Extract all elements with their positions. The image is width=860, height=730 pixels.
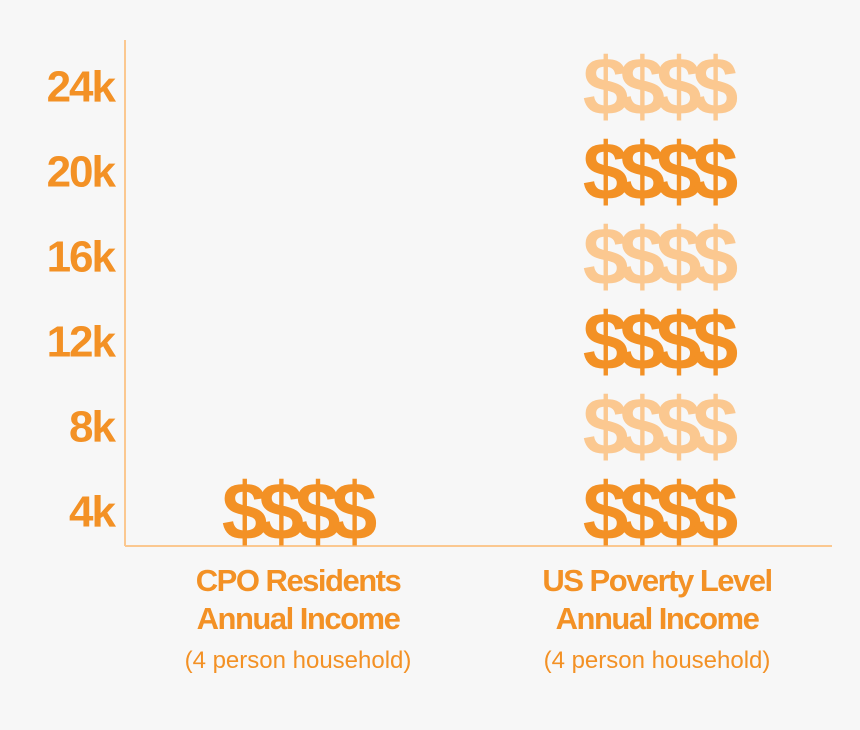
y-tick-label: 4k	[69, 488, 116, 537]
category-subtitle-cpo-residents: (4 person household)	[184, 647, 412, 674]
y-tick-label: 24k	[47, 63, 117, 112]
bar-dollar-row: $$$$	[583, 127, 738, 218]
y-tick-label: 20k	[47, 148, 117, 197]
pictogram-bars: $$$$ $$$$$$$$$$$$$$$$$$$$$$$$	[222, 42, 747, 558]
y-tick-label: 16k	[47, 233, 117, 282]
category-label-line: CPO Residents Annual Income	[195, 563, 402, 636]
bar-dollar-row: $$$$	[583, 297, 738, 388]
bar-dollar-row: $$$$	[583, 467, 738, 558]
category-label-us-poverty-level: US Poverty Level Annual Income	[507, 562, 807, 638]
y-tick-label: 8k	[69, 403, 116, 452]
y-tick-label: 12k	[47, 318, 117, 367]
category-label-cpo-residents: CPO Residents Annual Income	[148, 562, 448, 638]
category-subtitle-us-poverty-level: (4 person household)	[543, 647, 771, 674]
y-tick-labels: 4k 8k 12k 16k 20k 24k	[47, 63, 119, 537]
bar-dollar-row: $$$$	[583, 42, 738, 133]
bar-dollar-row: $$$$	[583, 212, 738, 303]
bar-dollar-row: $$$$	[583, 382, 738, 473]
category-label-line: US Poverty Level Annual Income	[542, 563, 773, 636]
bar-dollar-row: $$$$	[222, 467, 377, 558]
